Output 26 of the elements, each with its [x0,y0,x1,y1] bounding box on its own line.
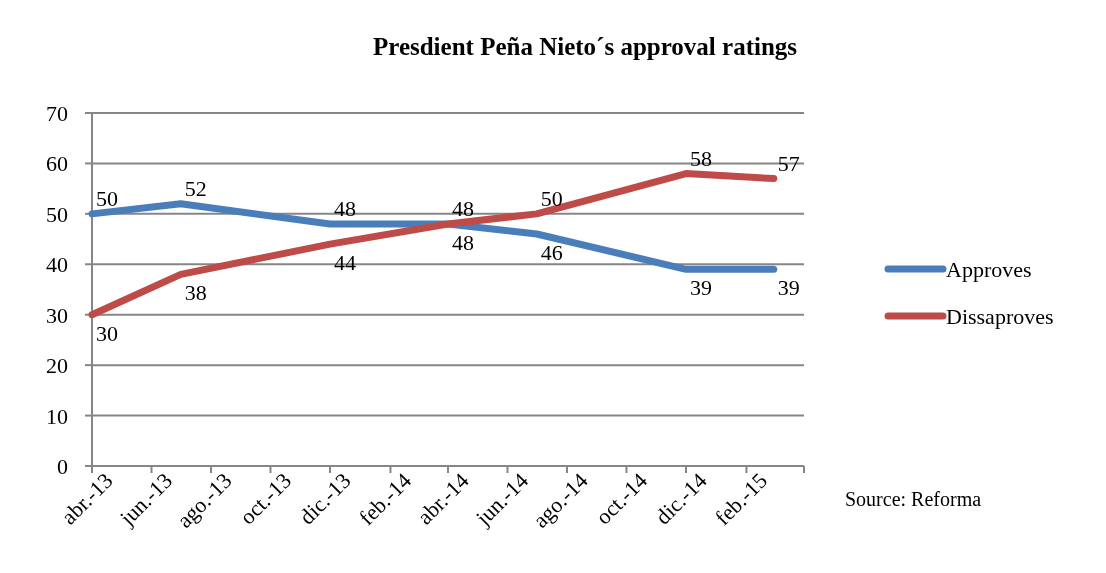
y-tick-label: 30 [46,302,68,328]
y-tick-label: 20 [46,353,68,379]
data-label: 48 [333,195,356,221]
source-note: Source: Reforma [845,488,982,510]
y-tick-label: 0 [57,454,68,479]
y-tick-label: 60 [46,151,68,177]
legend-label: Dissaproves [946,304,1054,329]
data-label: 48 [452,229,474,255]
data-label: 50 [96,185,118,211]
data-label: 46 [540,240,563,266]
y-tick-label: 10 [46,403,68,429]
chart-title: Presdient Peña Nieto´s approval ratings [372,33,798,60]
y-tick-label: 50 [46,201,68,227]
data-label: 52 [184,175,207,201]
data-label: 38 [184,280,207,306]
data-label: 48 [452,195,474,221]
data-label: 39 [777,275,800,301]
data-label: 44 [333,250,356,276]
data-label: 39 [689,275,712,301]
legend-label: Approves [946,257,1032,282]
y-tick-label: 70 [46,101,68,126]
data-label: 50 [540,185,563,211]
y-tick-label: 40 [46,252,68,278]
data-label: 30 [96,320,118,346]
data-label: 58 [689,145,712,171]
data-label: 57 [777,150,800,176]
